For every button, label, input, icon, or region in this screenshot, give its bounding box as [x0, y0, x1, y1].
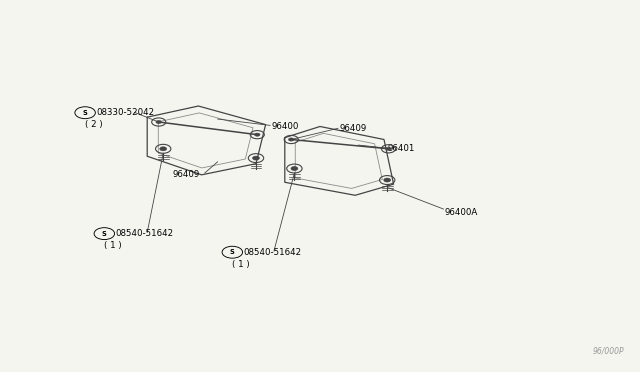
Circle shape: [160, 147, 166, 151]
Text: 96400: 96400: [272, 122, 300, 131]
Circle shape: [253, 156, 259, 160]
Text: ( 1 ): ( 1 ): [104, 241, 122, 250]
Text: ( 2 ): ( 2 ): [85, 120, 103, 129]
Circle shape: [156, 121, 161, 124]
Text: 96/000P: 96/000P: [593, 346, 624, 355]
Text: 96400A: 96400A: [445, 208, 478, 217]
Text: S: S: [230, 249, 235, 255]
Circle shape: [291, 167, 298, 170]
Text: 08540-51642: 08540-51642: [116, 229, 174, 238]
Text: ( 1 ): ( 1 ): [232, 260, 250, 269]
Circle shape: [289, 138, 294, 141]
Text: 96409: 96409: [339, 124, 367, 133]
Text: 96409: 96409: [173, 170, 200, 179]
Text: 96401: 96401: [387, 144, 415, 153]
Circle shape: [386, 147, 391, 150]
Circle shape: [384, 178, 390, 182]
Text: 08330-52042: 08330-52042: [97, 108, 155, 117]
Text: 08540-51642: 08540-51642: [244, 248, 302, 257]
Circle shape: [255, 133, 260, 136]
Text: S: S: [83, 110, 88, 116]
Text: S: S: [102, 231, 107, 237]
